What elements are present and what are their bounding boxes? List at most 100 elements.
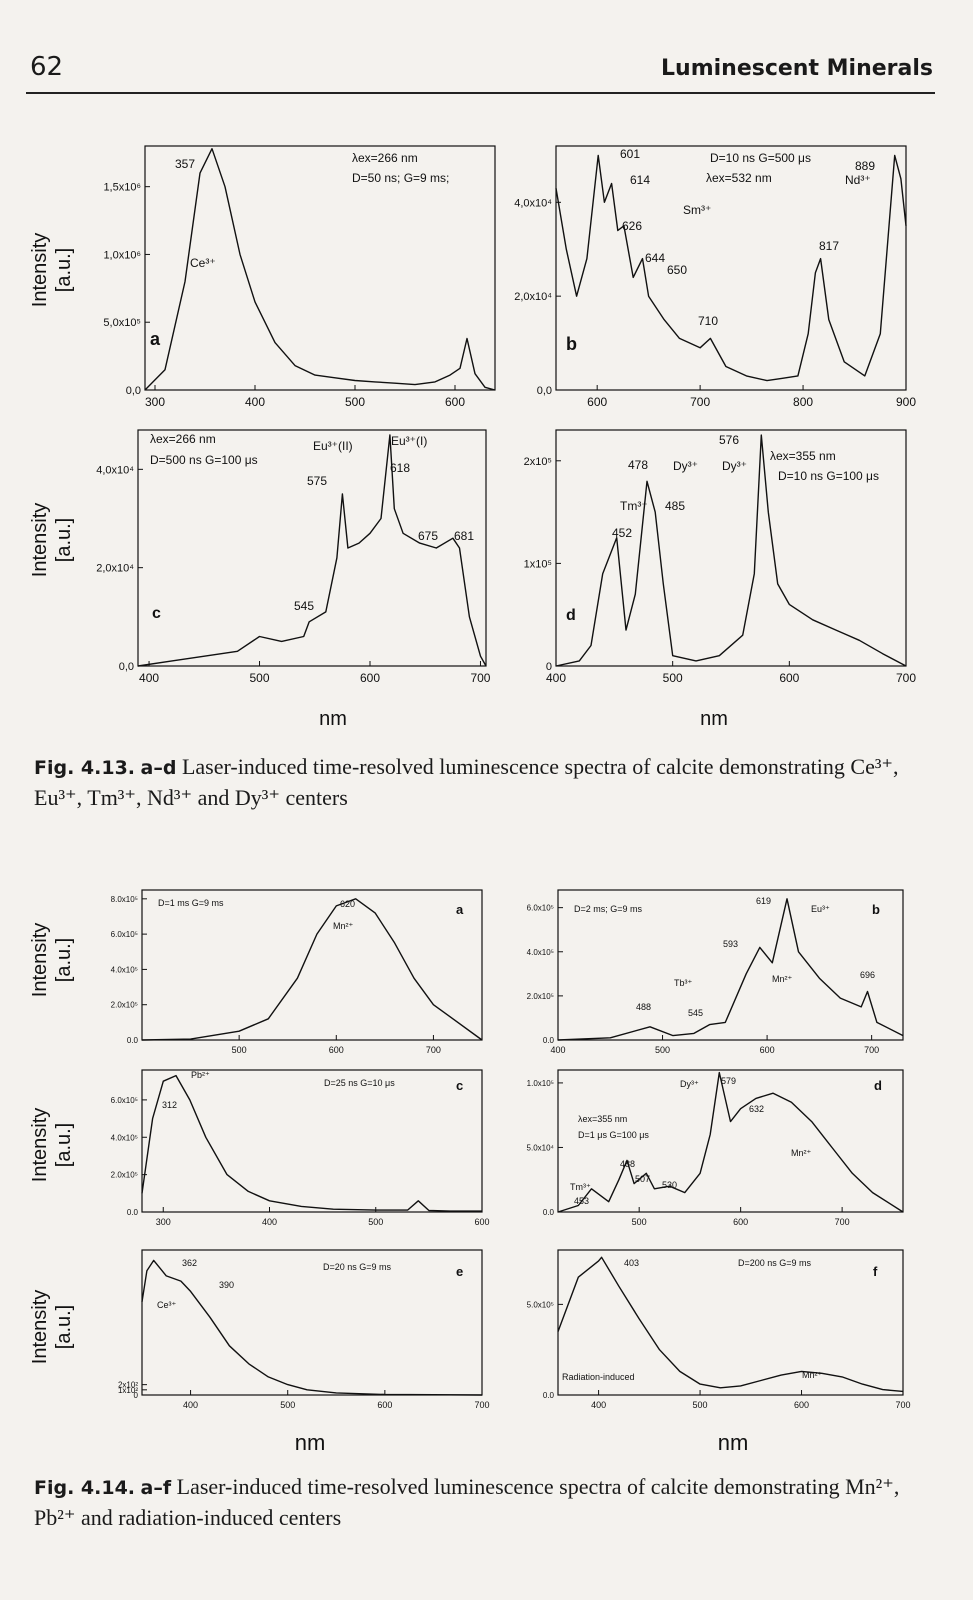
annotation: c (152, 605, 161, 622)
y-tick-label: 5.0x10⁴ (527, 1143, 555, 1152)
x-tick-label: 500 (693, 1400, 708, 1410)
annotation: Mn²⁺ (333, 921, 353, 931)
ylabel-intensity: Intensity (29, 233, 51, 307)
y-tick-label: 0 (134, 1391, 139, 1400)
x-tick-label: 600 (760, 1045, 775, 1055)
annotation: D=1 ms G=9 ms (158, 898, 224, 908)
spectrum-line (141, 898, 483, 1041)
ylabel-unit: [a.u.] (53, 1305, 75, 1349)
x-tick-label: 500 (250, 671, 270, 685)
annotation: Mn²⁺ (802, 1370, 822, 1380)
annotation: 675 (418, 529, 438, 543)
fig413-ylabel-top: Intensity [a.u.] (29, 233, 75, 307)
spectrum-line (557, 1256, 904, 1393)
annotation: a (456, 902, 464, 917)
y-tick-label: 5.0x10⁵ (527, 1300, 554, 1309)
caption-panels: a–f (140, 1477, 172, 1499)
chart-4-13b: 600 700 800 900 0,0 2,0x10⁴ 4,0x10⁴ 601 614 626 64… (514, 145, 916, 409)
annotation: Dy³⁺ (722, 459, 747, 473)
x-tick-label: 300 (145, 395, 165, 409)
annotation: D=20 ns G=9 ms (323, 1262, 392, 1272)
spectrum-line (141, 1259, 483, 1396)
y-tick-label: 2,0x10⁴ (514, 291, 552, 303)
annotation: 681 (454, 529, 474, 543)
y-tick-label: 6.0x10⁵ (527, 904, 554, 913)
x-tick-label: 600 (779, 671, 799, 685)
y-tick-label: 2,0x10⁴ (96, 563, 134, 575)
annotation: λex=532 nm (706, 171, 772, 185)
y-tick-label: 4.0x10⁵ (527, 948, 554, 957)
caption-text: Laser-induced time-resolved luminescence… (34, 1474, 900, 1530)
x-tick-label: 700 (690, 395, 710, 409)
x-tick-label: 700 (895, 1400, 910, 1410)
x-tick-label: 400 (591, 1400, 606, 1410)
annotation: 619 (756, 896, 771, 906)
annotation: 601 (620, 147, 640, 161)
ylabel-unit: [a.u.] (53, 518, 75, 562)
spectrum-line (137, 434, 487, 667)
x-tick-label: 500 (368, 1217, 383, 1227)
x-tick-label: 900 (896, 395, 916, 409)
annotation: Eu³⁺(II) (313, 439, 353, 453)
spectrum-line (141, 1074, 482, 1212)
x-tick-label: 500 (663, 671, 683, 685)
annotation: D=50 ns; G=9 ms; (352, 171, 449, 185)
y-tick-label: 4,0x10⁴ (96, 464, 134, 476)
x-tick-label: 700 (864, 1045, 879, 1055)
plot-frame (557, 1069, 904, 1213)
xlabel-left: nm (319, 708, 347, 730)
caption-label: Fig. 4.13. (34, 757, 136, 779)
annotation: Nd³⁺ (845, 173, 871, 187)
annotation: 575 (307, 474, 327, 488)
annotation: 576 (719, 433, 739, 447)
page-number: 62 (30, 52, 64, 82)
spectrum-line (557, 1071, 904, 1213)
annotation: λex=355 nm (770, 449, 836, 463)
chart-4-13a: 300 400 500 600 0,0 5,0x10⁵ 1,0x10⁶ 1,5x10⁶ 357 C… (103, 145, 496, 409)
annotation: 626 (622, 219, 642, 233)
annotation: Ce³⁺ (157, 1300, 177, 1310)
annotation: Pb²⁺ (191, 1070, 210, 1080)
y-tick-label: 8.0x10⁵ (111, 895, 138, 904)
caption-label: Fig. 4.14. (34, 1477, 136, 1499)
annotation: 485 (665, 499, 685, 513)
x-tick-label: 600 (377, 1400, 392, 1410)
annotation: 312 (162, 1100, 177, 1110)
annotation: 545 (688, 1008, 703, 1018)
annotation: 579 (721, 1076, 736, 1086)
y-tick-label: 0.0 (127, 1208, 139, 1217)
annotation: Mn²⁺ (791, 1148, 811, 1158)
x-tick-label: 600 (587, 395, 607, 409)
x-tick-label: 800 (793, 395, 813, 409)
panel-letter: a (150, 329, 161, 349)
spectrum-line (557, 898, 904, 1041)
y-tick-label: 2x10² (118, 1381, 138, 1390)
annotation: D=200 ns G=9 ms (738, 1258, 812, 1268)
annotation: 710 (698, 314, 718, 328)
annotation: 362 (182, 1258, 197, 1268)
panel-letter: b (566, 334, 577, 354)
fig413-ylabel-bottom: Intensity [a.u.] (29, 503, 75, 577)
y-tick-label: 1,5x10⁶ (103, 182, 141, 194)
annotation: Ce³⁺ (190, 256, 216, 270)
y-tick-label: 2.0x10⁵ (111, 1171, 138, 1180)
caption-4-14: Fig. 4.14. a–f Laser-induced time-resolv… (34, 1472, 939, 1533)
x-tick-label: 600 (329, 1045, 344, 1055)
y-tick-label: 6.0x10⁵ (111, 930, 138, 939)
x-tick-label: 600 (360, 671, 380, 685)
x-tick-label: 400 (183, 1400, 198, 1410)
annotation: 632 (749, 1104, 764, 1114)
annotation: 545 (294, 599, 314, 613)
spectrum-line (555, 434, 907, 667)
figure-4-13: Intensity [a.u.] Intensity [a.u.] 300 400… (29, 145, 916, 730)
x-tick-label: 400 (139, 671, 159, 685)
x-tick-label: 700 (426, 1045, 441, 1055)
y-tick-label: 1,0x10⁶ (103, 249, 141, 261)
chart-4-13c: 400 500 600 700 0,0 2,0x10⁴ 4,0x10⁴ Eu³⁺(II) Eu³… (96, 429, 491, 685)
annotation: 478 (628, 458, 648, 472)
annotation: 507 (635, 1174, 650, 1184)
y-tick-label: 4,0x10⁴ (514, 197, 552, 209)
y-tick-label: 0 (546, 661, 552, 673)
x-tick-label: 600 (474, 1217, 489, 1227)
